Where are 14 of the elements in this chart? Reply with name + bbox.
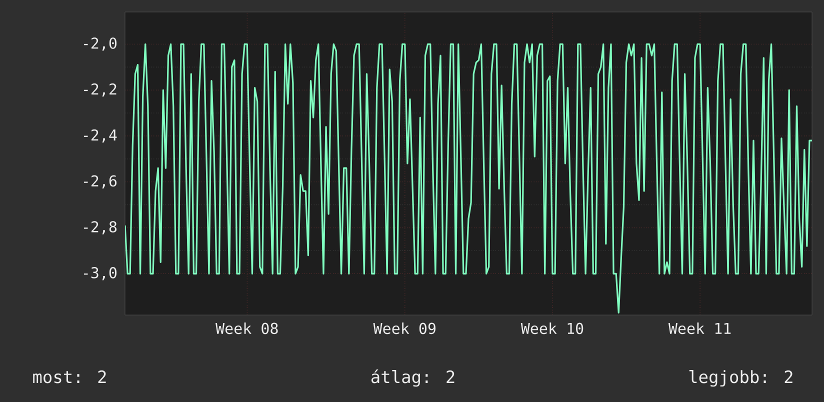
- y-tick-label: -3,0: [84, 267, 117, 280]
- text: legjobb: 2: [689, 370, 792, 387]
- y-tick-label: -2,0: [84, 38, 117, 51]
- text: most: 2: [33, 370, 106, 384]
- y-tick-label: -2,8: [84, 221, 117, 234]
- x-tick-label: Week 09: [373, 322, 436, 334]
- y-tick-label: -2,4: [84, 129, 117, 143]
- text: átlag: 2: [371, 369, 454, 387]
- y-tick-label: -2,6: [84, 175, 117, 188]
- y-tick-label: -2,2: [84, 83, 116, 97]
- x-tick-label: Week 08: [216, 322, 278, 334]
- x-tick-label: Week 11: [668, 322, 731, 334]
- x-tick-label: Week 10: [520, 322, 584, 334]
- line-series: [125, 43, 812, 314]
